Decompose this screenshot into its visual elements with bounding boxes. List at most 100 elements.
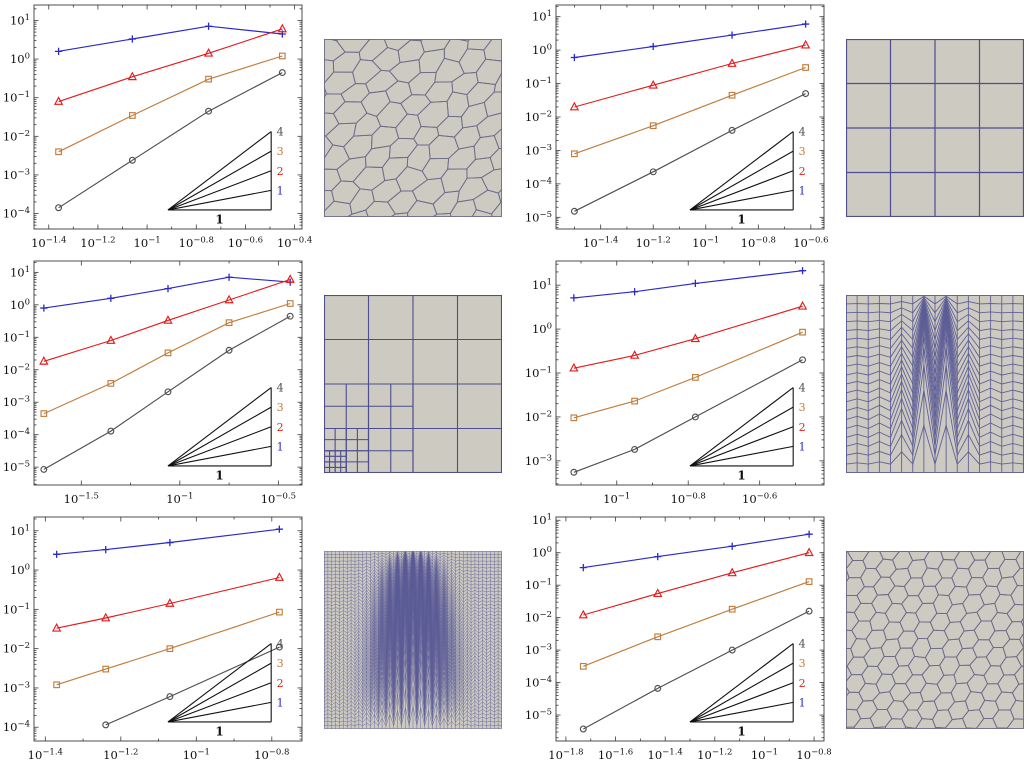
svg-text:100: 100 (10, 297, 30, 312)
svg-text:10−2: 10−2 (3, 362, 30, 377)
svg-text:10−1: 10−1 (3, 90, 30, 105)
svg-text:10−0.6: 10−0.6 (793, 236, 828, 251)
svg-text:10−5: 10−5 (525, 210, 552, 225)
svg-text:10−3: 10−3 (525, 453, 552, 468)
svg-text:10−4: 10−4 (3, 427, 30, 442)
svg-text:10−5: 10−5 (525, 708, 552, 723)
svg-text:2: 2 (277, 421, 284, 434)
svg-text:10−0.8: 10−0.8 (671, 492, 706, 507)
svg-text:10−1: 10−1 (525, 578, 552, 593)
svg-text:2: 2 (799, 421, 806, 434)
svg-text:10−0.8: 10−0.8 (179, 236, 214, 251)
mesh-image-square-grid (846, 39, 1024, 217)
svg-text:1: 1 (737, 468, 745, 482)
svg-text:10−1: 10−1 (3, 330, 30, 345)
svg-text:1: 1 (215, 724, 223, 738)
svg-text:10−1: 10−1 (692, 236, 719, 251)
svg-text:1: 1 (215, 212, 223, 226)
svg-text:2: 2 (277, 165, 284, 178)
figure-panel-1: 10−1.4 10−1.2 10−1 10−0.8 10−0.6 10−0.4 101 100… (0, 0, 502, 256)
mesh-image-chevron-coarse (846, 295, 1024, 473)
svg-text:4: 4 (277, 382, 284, 395)
mesh-image-polygonal-fine (846, 551, 1024, 729)
convergence-plot-1: 10−1.4 10−1.2 10−1 10−0.8 10−0.6 10−0.4 101 100… (3, 4, 312, 251)
svg-text:10−1.4: 10−1.4 (31, 236, 66, 251)
svg-text:101: 101 (10, 13, 30, 28)
svg-text:1: 1 (799, 184, 806, 197)
convergence-plot-6: 10−1.8 10−1.6 10−1.4 10−1.2 10−1 10−0.8 101 100… (525, 513, 832, 763)
svg-text:101: 101 (532, 513, 552, 528)
svg-text:10−2: 10−2 (3, 641, 30, 656)
svg-text:1: 1 (799, 440, 806, 453)
svg-text:101: 101 (10, 523, 30, 538)
figure-panel-2: 10−1.4 10−1.2 10−1 10−0.8 10−0.6 101 100 10−1 10… (522, 0, 1024, 256)
svg-text:10−1: 10−1 (134, 236, 161, 251)
mesh-image-polygonal-coarse (324, 39, 502, 217)
svg-text:10−2: 10−2 (525, 409, 552, 424)
svg-text:10−3: 10−3 (525, 643, 552, 658)
svg-text:101: 101 (532, 278, 552, 293)
svg-text:10−1: 10−1 (525, 366, 552, 381)
svg-text:10−1.6: 10−1.6 (598, 748, 633, 763)
convergence-plot-2: 10−1.4 10−1.2 10−1 10−0.8 10−0.6 101 100 10−1 10… (525, 4, 829, 251)
svg-text:10−0.5: 10−0.5 (261, 492, 296, 507)
figure-panel-3: 10−1.5 10−1 10−0.5 101 100 10−1 10−2 10−3 10−4 10… (0, 256, 502, 512)
svg-text:10−0.4: 10−0.4 (277, 236, 312, 251)
svg-text:10−3: 10−3 (3, 395, 30, 410)
figure-panel-4: 10−1 10−0.8 10−0.6 101 100 10−1 10−2 10−3 1 2 3 4 1 (522, 256, 1024, 512)
svg-text:4: 4 (277, 126, 284, 139)
svg-text:10−1.5: 10−1.5 (64, 492, 99, 507)
svg-text:3: 3 (277, 657, 284, 670)
svg-text:10−1.2: 10−1.2 (80, 236, 115, 251)
svg-text:101: 101 (10, 265, 30, 280)
figure-panel-5: 10−1.4 10−1.2 10−1 10−0.8 101 100 10−1 10−2 10−3… (0, 512, 502, 768)
convergence-plot-3: 10−1.5 10−1 10−0.5 101 100 10−1 10−2 10−3 10−4 10… (3, 260, 303, 507)
svg-text:2: 2 (277, 677, 284, 690)
svg-text:10−4: 10−4 (525, 675, 552, 690)
svg-text:10−2: 10−2 (3, 129, 30, 144)
svg-text:10−1: 10−1 (525, 76, 552, 91)
svg-text:10−0.6: 10−0.6 (228, 236, 263, 251)
svg-text:10−1.2: 10−1.2 (697, 748, 732, 763)
svg-text:10−1.4: 10−1.4 (28, 748, 63, 763)
svg-text:3: 3 (277, 145, 284, 158)
svg-text:10−1: 10−1 (166, 492, 193, 507)
svg-text:1: 1 (215, 468, 223, 482)
svg-text:1: 1 (277, 440, 284, 453)
svg-text:10−1.2: 10−1.2 (636, 236, 671, 251)
svg-text:1: 1 (277, 184, 284, 197)
svg-text:1: 1 (799, 696, 806, 709)
svg-text:10−0.8: 10−0.8 (796, 748, 831, 763)
svg-text:10−0.8: 10−0.8 (254, 748, 289, 763)
svg-text:1: 1 (737, 212, 745, 226)
svg-text:4: 4 (277, 638, 284, 651)
svg-text:10−1: 10−1 (3, 602, 30, 617)
convergence-plot-5: 10−1.4 10−1.2 10−1 10−0.8 101 100 10−1 10−2 10−3… (3, 516, 303, 763)
svg-text:1: 1 (277, 696, 284, 709)
svg-text:10−4: 10−4 (3, 720, 30, 735)
svg-text:3: 3 (799, 401, 806, 414)
mesh-image-chevron-fine (324, 551, 502, 729)
svg-text:10−0.6: 10−0.6 (742, 492, 777, 507)
svg-text:10−1: 10−1 (751, 748, 778, 763)
svg-text:10−1.4: 10−1.4 (648, 748, 683, 763)
svg-text:100: 100 (10, 52, 30, 67)
svg-text:101: 101 (532, 9, 552, 24)
svg-text:100: 100 (532, 322, 552, 337)
svg-text:4: 4 (799, 638, 806, 651)
svg-text:10−1: 10−1 (603, 492, 630, 507)
svg-text:10−1: 10−1 (183, 748, 210, 763)
svg-text:100: 100 (532, 545, 552, 560)
convergence-plot-4: 10−1 10−0.8 10−0.6 101 100 10−1 10−2 10−3 1 2 3 4 1 (525, 260, 825, 507)
svg-text:10−1.8: 10−1.8 (548, 748, 583, 763)
svg-text:10−1.2: 10−1.2 (103, 748, 138, 763)
svg-text:100: 100 (532, 43, 552, 58)
svg-text:2: 2 (799, 165, 806, 178)
svg-text:1: 1 (737, 724, 745, 738)
svg-text:3: 3 (799, 657, 806, 670)
svg-text:10−2: 10−2 (525, 610, 552, 625)
svg-text:4: 4 (799, 382, 806, 395)
svg-text:10−5: 10−5 (3, 460, 30, 475)
svg-text:10−3: 10−3 (525, 143, 552, 158)
svg-text:100: 100 (10, 563, 30, 578)
